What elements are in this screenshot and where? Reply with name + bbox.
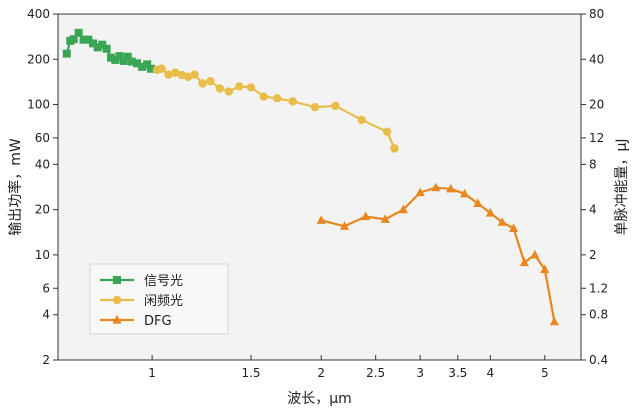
x-tick-label: 1: [148, 366, 156, 380]
y-tick-label: 4: [42, 308, 50, 322]
legend-marker: [112, 315, 122, 324]
data-point: [361, 211, 371, 221]
x-tick-label: 3.5: [448, 366, 467, 380]
y-right-tick-label: 8: [589, 157, 597, 171]
y-right-tick-label: 1.2: [589, 281, 608, 295]
data-point: [119, 56, 128, 65]
data-point: [288, 97, 297, 106]
x-tick-label: 4: [487, 366, 495, 380]
x-tick-label: 1.5: [241, 366, 260, 380]
data-point: [382, 127, 392, 136]
data-point: [431, 182, 441, 192]
data-point: [190, 70, 199, 79]
series-layer: [62, 28, 559, 326]
y-right-tick-label: 20: [589, 98, 604, 112]
x-tick-label: 5: [541, 366, 549, 380]
data-point: [357, 115, 366, 125]
y-right-tick-label: 2: [589, 248, 597, 262]
data-point: [485, 207, 495, 217]
legend-marker: [113, 276, 121, 284]
data-point: [460, 188, 470, 198]
ticks-layer: 1 1.5 2 2.5 3 3.5 4 5 2 4 6 10 20 40 60 100 200 400 0.4 0.8…: [27, 7, 608, 380]
y-tick-label: 2: [42, 353, 50, 367]
data-point: [235, 82, 244, 91]
data-point: [84, 35, 93, 44]
y-right-axis-label: 单脉冲能量，μJ: [614, 138, 630, 235]
data-point: [246, 83, 256, 92]
data-point: [164, 70, 173, 79]
data-point: [398, 204, 408, 214]
data-point: [198, 79, 207, 88]
y-tick-label: 40: [35, 157, 50, 171]
data-point: [446, 183, 456, 193]
data-point: [98, 40, 107, 49]
y-right-tick-label: 0.4: [589, 353, 608, 367]
data-point: [74, 28, 83, 37]
data-point: [206, 76, 215, 86]
data-point: [107, 53, 116, 62]
data-point: [93, 43, 102, 52]
data-point: [273, 94, 282, 103]
data-point: [380, 214, 390, 223]
legend-marker: [112, 295, 122, 305]
y-right-tick-label: 80: [589, 7, 604, 21]
y-axis-label: 输出功率，mW: [7, 138, 24, 236]
data-point: [259, 92, 268, 101]
data-point: [177, 70, 187, 80]
legend-label: DFG: [144, 314, 172, 329]
data-point: [138, 62, 147, 71]
x-axis-label: 波长，μm: [287, 391, 352, 407]
y-right-tick-label: 12: [589, 131, 604, 145]
y-tick-label: 400: [27, 7, 50, 21]
data-point: [143, 60, 152, 69]
data-point: [102, 44, 111, 53]
data-point: [540, 264, 550, 274]
data-point: [339, 221, 350, 230]
data-point: [157, 64, 166, 73]
legend-label: 信号光: [144, 274, 183, 289]
data-point: [530, 249, 540, 259]
data-point: [133, 59, 142, 68]
data-point: [62, 49, 71, 58]
data-point: [497, 217, 507, 226]
data-point: [415, 187, 425, 197]
data-point: [473, 198, 483, 208]
data-point: [171, 68, 180, 77]
y-tick-label: 100: [27, 98, 50, 112]
y-tick-label: 20: [35, 203, 50, 217]
data-point: [127, 57, 136, 66]
data-point: [310, 102, 320, 112]
y-tick-label: 10: [35, 248, 50, 262]
data-point: [123, 52, 132, 61]
y-tick-label: 200: [27, 52, 50, 66]
y-right-tick-label: 0.8: [589, 308, 608, 322]
data-point: [519, 257, 530, 267]
data-point: [69, 35, 78, 44]
data-point: [115, 52, 124, 61]
x-tick-label: 2: [317, 366, 325, 380]
data-point: [89, 39, 98, 48]
y-right-tick-label: 40: [589, 52, 604, 66]
data-point: [215, 84, 225, 93]
data-point: [316, 215, 326, 224]
data-point: [331, 101, 340, 111]
data-point: [390, 144, 399, 153]
y-tick-label: 6: [42, 281, 50, 295]
data-point: [508, 223, 519, 233]
legend-label: 闲频光: [144, 294, 183, 309]
data-point: [549, 316, 559, 326]
x-tick-label: 3: [416, 366, 424, 380]
data-point: [224, 87, 234, 96]
data-point: [79, 35, 88, 44]
y-right-tick-label: 4: [589, 203, 597, 217]
data-point: [111, 55, 120, 64]
x-tick-label: 2.5: [366, 366, 385, 380]
y-tick-label: 60: [35, 131, 50, 145]
data-point: [146, 64, 155, 73]
